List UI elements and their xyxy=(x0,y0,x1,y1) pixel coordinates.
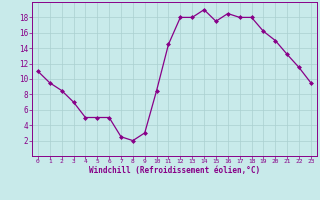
X-axis label: Windchill (Refroidissement éolien,°C): Windchill (Refroidissement éolien,°C) xyxy=(89,166,260,175)
